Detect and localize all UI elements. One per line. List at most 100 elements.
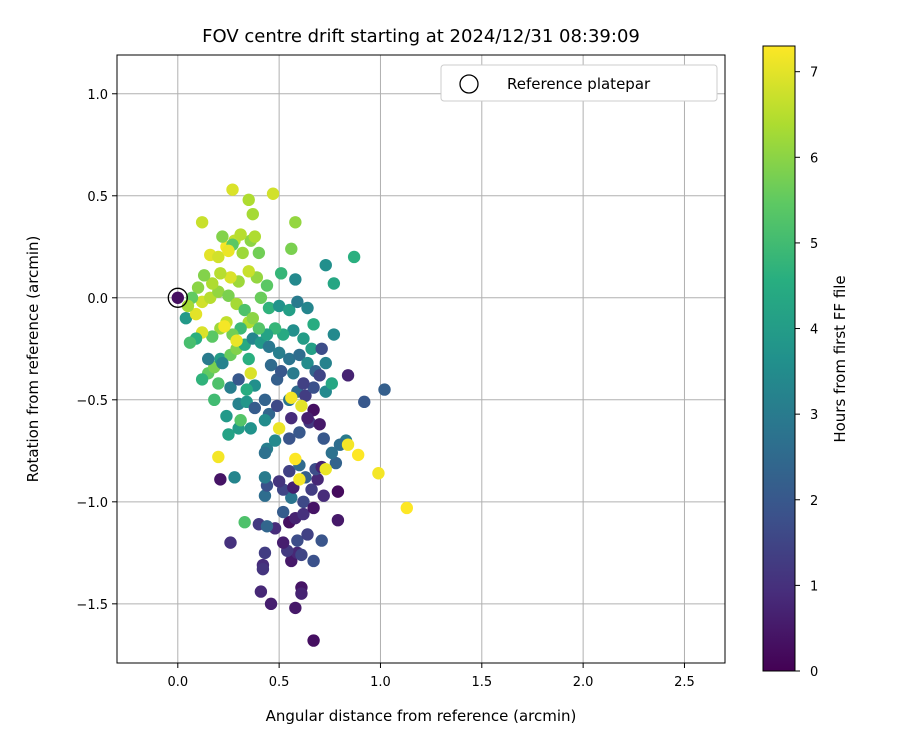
data-point bbox=[283, 303, 296, 317]
data-point bbox=[301, 528, 314, 541]
data-point bbox=[202, 352, 215, 366]
data-point bbox=[222, 289, 235, 302]
data-point bbox=[264, 597, 278, 611]
data-point bbox=[319, 258, 332, 272]
data-point bbox=[252, 246, 266, 260]
data-point bbox=[400, 501, 414, 515]
data-point bbox=[305, 342, 318, 355]
data-point bbox=[274, 365, 288, 378]
data-point bbox=[272, 346, 286, 360]
data-point bbox=[327, 328, 341, 341]
data-point bbox=[285, 242, 298, 256]
x-tick-label: 1.5 bbox=[471, 675, 492, 690]
data-point bbox=[171, 291, 184, 304]
data-point bbox=[283, 352, 296, 366]
data-point bbox=[244, 367, 257, 380]
data-point bbox=[212, 450, 225, 464]
data-point bbox=[285, 391, 298, 404]
data-point bbox=[228, 471, 241, 484]
data-point bbox=[264, 358, 278, 372]
data-point bbox=[317, 432, 330, 445]
data-point bbox=[222, 244, 235, 258]
data-point bbox=[289, 601, 302, 615]
data-point bbox=[291, 295, 304, 309]
data-point bbox=[299, 389, 312, 402]
x-tick-label: 1.0 bbox=[370, 675, 391, 690]
data-point bbox=[307, 634, 320, 647]
data-point bbox=[331, 513, 345, 527]
data-point bbox=[293, 426, 306, 439]
x-tick-label: 0.5 bbox=[269, 675, 290, 690]
data-point bbox=[297, 377, 310, 390]
data-point bbox=[234, 414, 247, 427]
data-point bbox=[232, 373, 245, 386]
data-point bbox=[246, 207, 259, 221]
data-point bbox=[358, 395, 371, 409]
legend-box bbox=[440, 64, 718, 102]
data-point bbox=[218, 320, 231, 333]
data-point bbox=[351, 448, 365, 462]
data-point bbox=[242, 193, 255, 207]
data-point bbox=[212, 377, 225, 390]
x-axis-ticks: 0.0 0.5 1.0 1.5 2.0 2.5 bbox=[167, 663, 695, 690]
colorbar-tick-label: 0 bbox=[810, 665, 818, 680]
data-point bbox=[276, 536, 290, 549]
data-point bbox=[329, 456, 343, 470]
data-point bbox=[248, 230, 262, 243]
data-point bbox=[179, 311, 193, 325]
data-point bbox=[307, 381, 320, 394]
data-point bbox=[287, 367, 300, 380]
data-point bbox=[195, 216, 209, 229]
data-point bbox=[272, 422, 286, 435]
data-point bbox=[274, 267, 288, 280]
x-tick-label: 2.5 bbox=[674, 675, 695, 690]
data-point bbox=[238, 303, 251, 317]
data-point bbox=[327, 277, 341, 290]
data-point bbox=[262, 340, 276, 353]
data-point bbox=[248, 401, 262, 415]
data-point bbox=[212, 250, 225, 264]
y-tick-label: 0.0 bbox=[87, 292, 108, 307]
data-points bbox=[167, 183, 414, 647]
data-point bbox=[224, 536, 237, 549]
x-axis-label: Angular distance from reference (arcmin) bbox=[266, 707, 577, 725]
data-point bbox=[270, 399, 284, 413]
data-point bbox=[295, 587, 308, 600]
legend: Reference platepar bbox=[440, 64, 718, 102]
data-point bbox=[222, 428, 235, 441]
data-point bbox=[315, 342, 328, 355]
data-point bbox=[297, 495, 310, 509]
data-point bbox=[319, 356, 332, 370]
data-point bbox=[305, 483, 318, 496]
y-tick-label: −1.0 bbox=[76, 496, 108, 511]
y-axis-label: Rotation from reference (arcmin) bbox=[24, 236, 42, 483]
data-point bbox=[258, 414, 272, 427]
data-point bbox=[276, 505, 290, 519]
data-point bbox=[283, 465, 296, 478]
y-tick-label: −1.5 bbox=[76, 598, 108, 613]
data-point bbox=[224, 271, 237, 284]
x-tick-label: 0.0 bbox=[167, 675, 188, 690]
x-tick-label: 2.0 bbox=[573, 675, 594, 690]
data-point bbox=[285, 491, 298, 504]
data-point bbox=[256, 562, 270, 576]
data-point bbox=[301, 411, 314, 425]
data-point bbox=[242, 352, 255, 366]
data-point bbox=[230, 334, 243, 347]
data-point bbox=[268, 434, 282, 447]
data-point bbox=[285, 411, 298, 425]
y-tick-label: 1.0 bbox=[87, 88, 108, 103]
data-point bbox=[234, 228, 247, 241]
data-point bbox=[260, 520, 274, 533]
data-point bbox=[319, 462, 332, 476]
data-point bbox=[214, 473, 227, 486]
data-point bbox=[189, 307, 203, 321]
data-point bbox=[315, 534, 328, 547]
plot-frame bbox=[116, 54, 726, 664]
legend-marker-reference bbox=[459, 74, 479, 94]
data-point bbox=[325, 446, 339, 460]
data-point bbox=[289, 273, 302, 286]
data-point bbox=[258, 471, 272, 484]
data-point bbox=[313, 369, 326, 382]
